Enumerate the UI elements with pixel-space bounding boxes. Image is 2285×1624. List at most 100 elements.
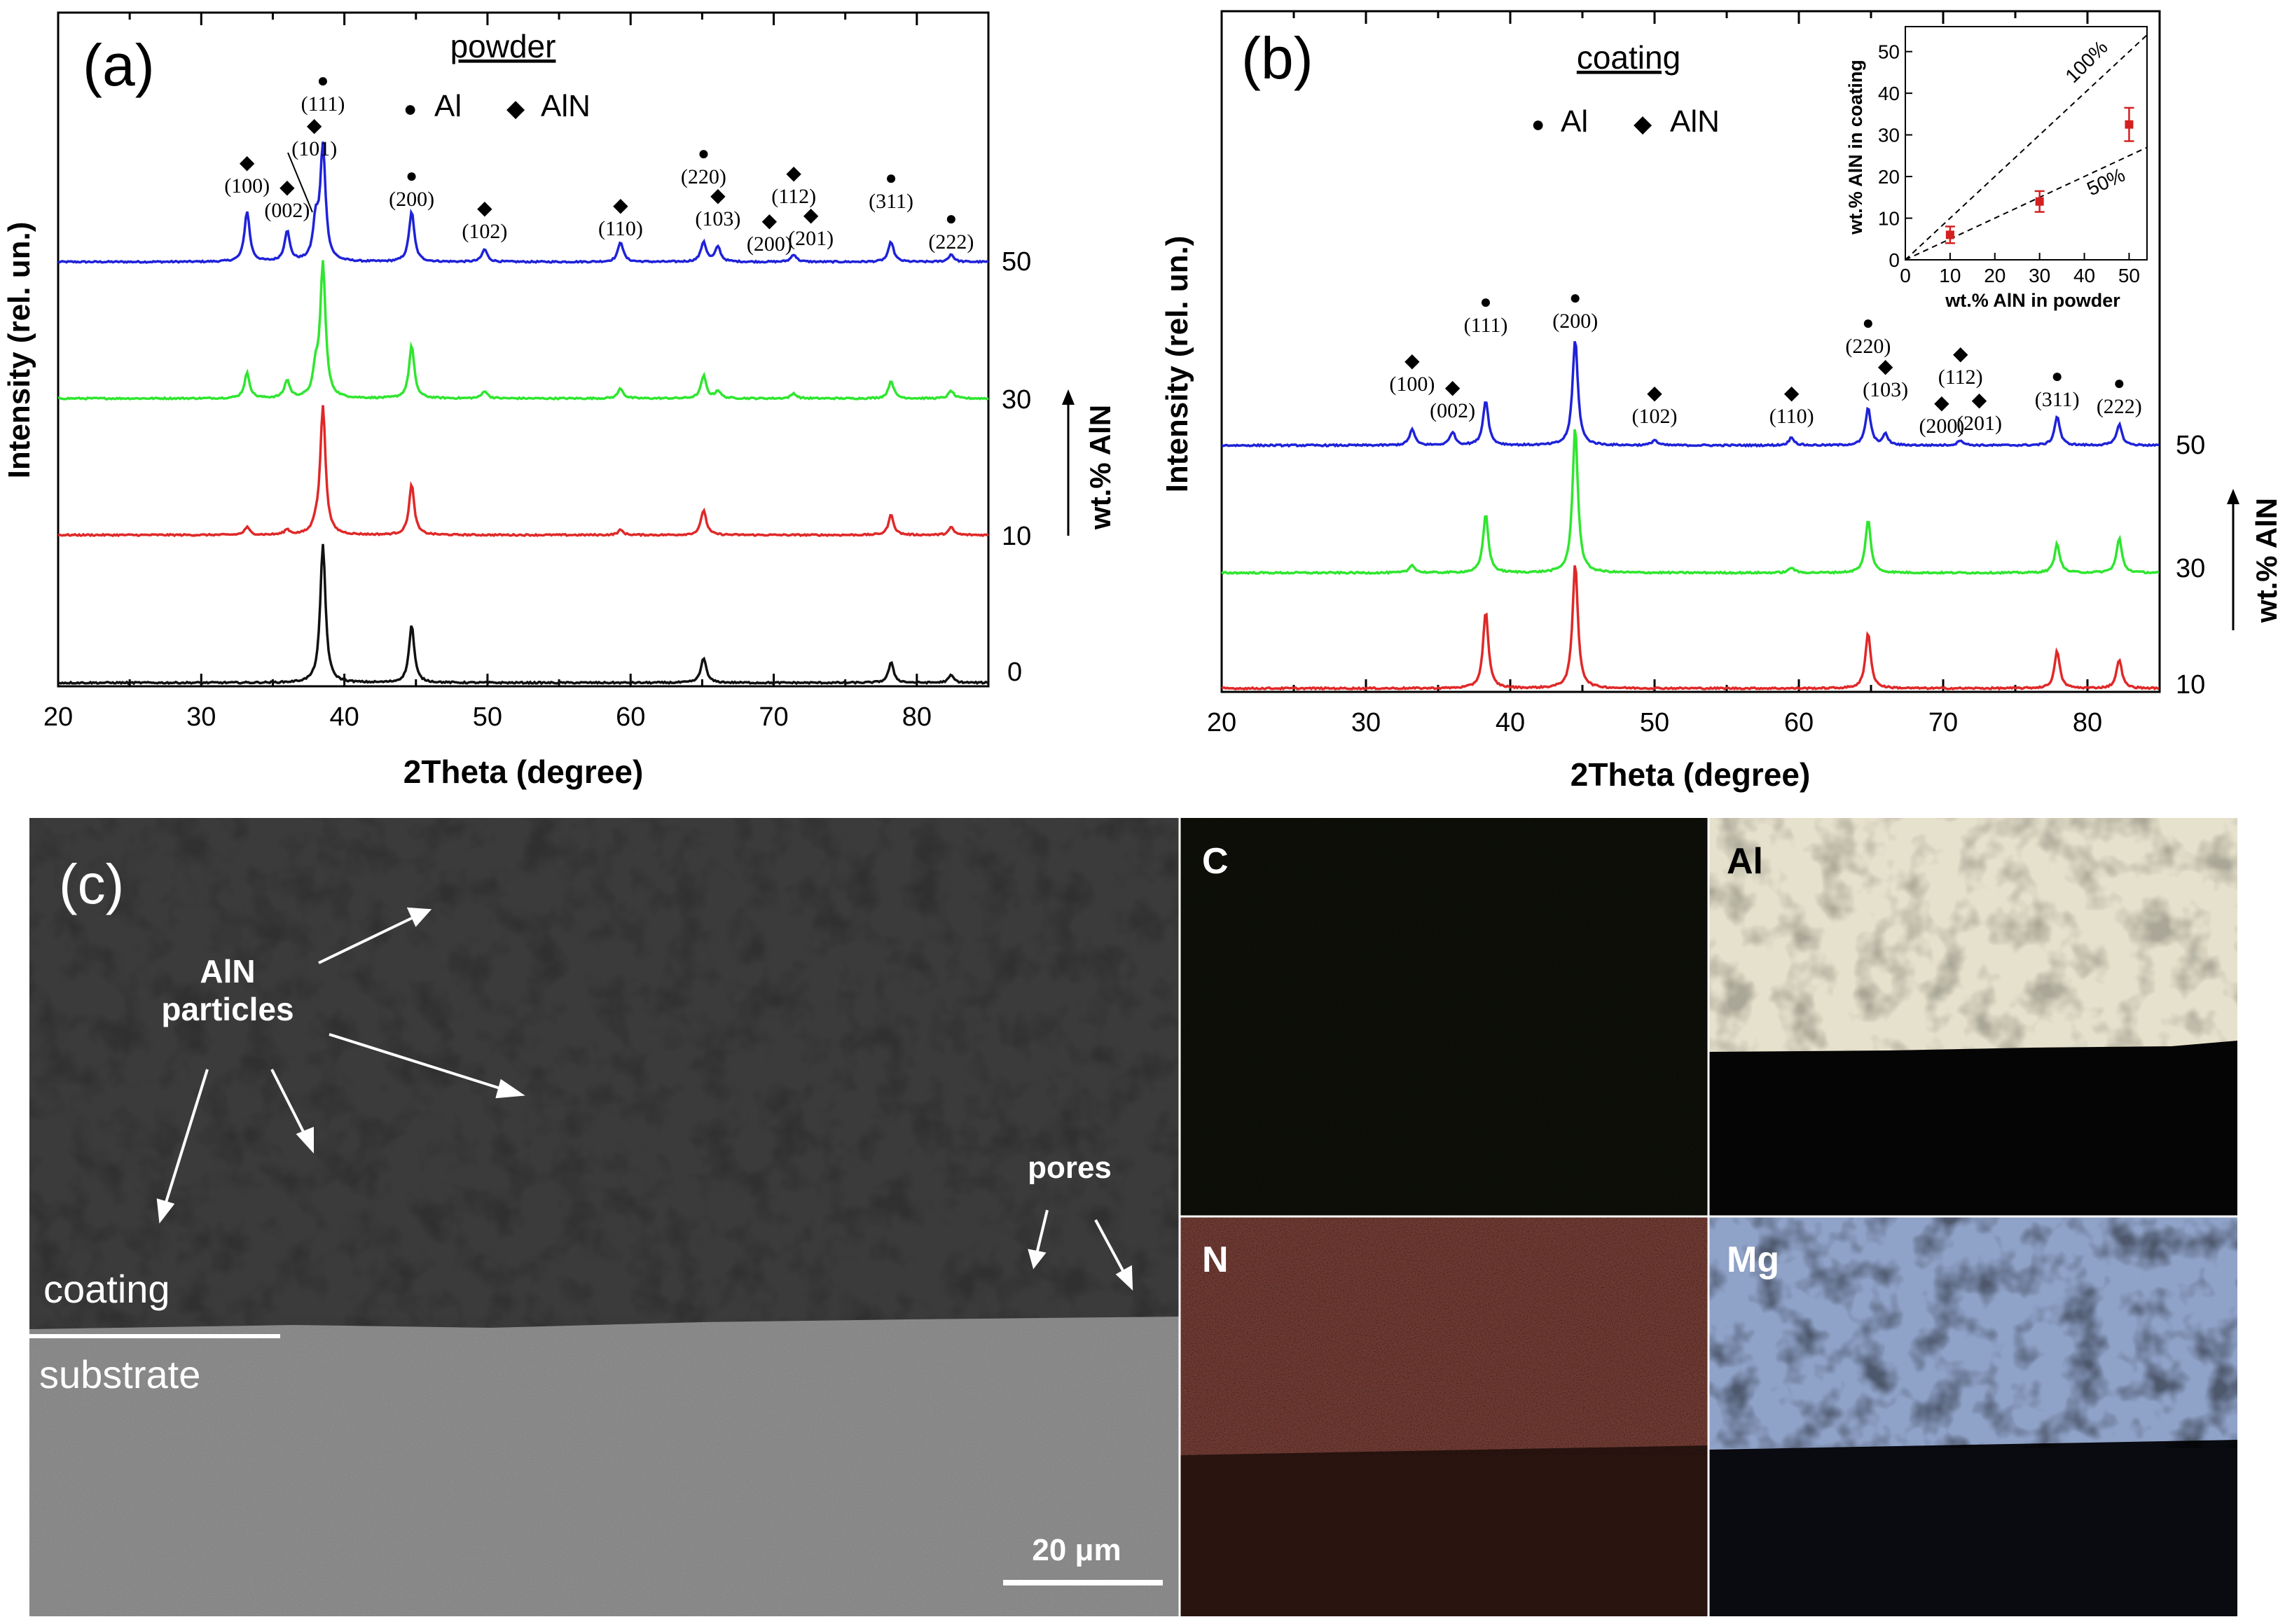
panel-b-series-label-30: 30 [2176,554,2205,583]
peak-marker-6: ◆ [613,194,628,216]
eds-map-n: N [1180,1217,1708,1616]
peak-marker-5: ◆ [1784,382,1800,403]
peak-marker-0: ◆ [1404,349,1420,371]
peak-marker-13: ● [945,207,957,229]
panel-b-y-axis-label: Intensity (rel. un.) [1160,236,1194,493]
peak-label-0: (100) [1389,373,1435,396]
peak-marker-7: ● [698,142,710,164]
panel-b-x-axis-label: 2Theta (degree) [1570,756,1811,793]
x-tick-label-50: 50 [1640,708,1669,737]
peak-label-1: (002) [1430,399,1475,422]
inset-reference-line-50 [1905,146,2148,261]
panel-a-series-label-0: 0 [1007,658,1022,687]
panel-b-x-ticks: 20 30 40 50 60 70 80 [1207,11,2161,737]
panel-b-curves [1220,340,2160,691]
inset-y-tick-label-0: 0 [1889,249,1900,271]
curve-series-30 [1220,429,2160,576]
curve-series-10 [1221,565,2160,691]
panel-a-legend-aln-symbol: ◆ [506,95,525,122]
peak-label-13: (222) [928,230,974,254]
x-tick-label-20: 20 [1207,708,1236,737]
panel-a-side-label: wt.% AlN [1084,405,1117,530]
peak-marker-10: ◆ [786,162,801,183]
peak-label-3: (111) [301,92,345,116]
x-tick-label-80: 80 [902,702,932,732]
peak-marker-2: ● [1480,291,1492,312]
arrow-2 [329,1033,505,1091]
arrow-1-head [406,907,432,927]
peak-label-9: (200) [747,233,792,256]
peak-marker-8: ◆ [710,184,726,206]
inset-x-axis-label: wt.% AlN in powder [1945,290,2120,311]
peak-label-12: (222) [2097,395,2142,418]
peak-label-10: (112) [771,185,816,208]
peak-marker-6: ● [1862,312,1874,333]
aln-particles-label-line2: particles [161,991,294,1027]
peak-marker-12: ● [2113,372,2125,394]
peak-marker-2: ◆ [307,114,322,136]
peak-label-12: (311) [869,190,913,213]
inset-point-0 [1945,230,1954,240]
eds-map-mg-label: Mg [1727,1240,1779,1280]
arrow-1 [318,916,414,964]
x-tick-label-70: 70 [759,702,788,732]
peak-marker-0: ◆ [240,151,255,173]
panel-b-title: coating [1577,39,1680,76]
pore-arrow-1 [1035,1209,1049,1254]
peak-marker-8: ◆ [1934,391,1949,413]
x-tick-label-30: 30 [1351,708,1381,737]
panel-b-legend-aln-label: AlN [1670,104,1720,139]
peak-label-2: (101) [291,137,337,160]
inset-x-tick-label-40: 40 [2073,265,2095,286]
peak-label-6: (220) [1845,335,1891,358]
panel-a-series-label-10: 10 [1002,522,1031,551]
aln-particles-label-line1: AlN [200,953,255,990]
arrow-3 [164,1069,209,1205]
panel-b-series-label-10: 10 [2176,670,2205,700]
x-tick-label-40: 40 [1496,708,1525,737]
inset-reference-lines [1905,34,2148,261]
inset-y-tick-label-20: 20 [1878,166,1900,188]
scale-bar [1003,1580,1163,1585]
arrow-4-head [296,1127,314,1154]
pores-label: pores [1028,1151,1112,1185]
panel-a-legend-aln-label: AlN [541,89,591,123]
peak-marker-12: ● [885,167,897,188]
panel-a-side-arrow-head [1062,389,1075,405]
inset-y-axis-label: wt.% AlN in coating [1845,60,1866,235]
peak-label-5: (110) [1769,405,1814,428]
arrow-4 [270,1069,307,1137]
inset-point-1 [2035,197,2044,206]
panel-b: 20 30 40 50 60 70 80 ◆(100) ◆(002)●(111)●(200)◆… [1160,10,2283,793]
x-tick-label-50: 50 [473,702,502,732]
panel-a-legend-al-symbol: ● [403,96,417,121]
coating-label: coating [43,1267,170,1311]
peak-label-4: (102) [1632,405,1678,428]
peak-marker-7: ◆ [1878,355,1893,377]
panel-a-series-label-50: 50 [1002,247,1031,277]
peak-label-9: (112) [1938,366,1983,389]
panel-a-x-ticks: 20 30 40 50 60 70 80 [43,13,990,732]
panel-a-series-label-30: 30 [1002,385,1031,415]
peak-label-10: (201) [1956,412,2002,435]
panel-a-letter: (a) [83,32,155,98]
inset-y-tick-label-40: 40 [1878,83,1900,104]
x-tick-label-70: 70 [1928,708,1958,737]
aln-particle-arrows [156,907,525,1224]
inset-y-tick-label-50: 50 [1878,41,1900,63]
panel-a-legend-al-label: Al [434,89,462,123]
panel-b-frame [1220,10,2161,693]
pore-arrow-2 [1094,1219,1126,1275]
inset-x-tick-label-0: 0 [1900,265,1911,286]
panel-b-legend-al-symbol: ● [1531,111,1545,137]
eds-map-al-label: Al [1727,841,1763,882]
peak-marker-4: ● [406,165,417,186]
peak-label-2: (111) [1464,314,1508,337]
panel-b-series-label-50: 50 [2176,431,2205,460]
eds-map-mg: Mg [1709,1217,2237,1616]
eds-map-n-signal [1180,1217,1708,1455]
eds-map-al-substrate [1709,1041,2237,1216]
curve-series-10 [57,405,989,538]
peak-label-6: (110) [598,217,643,240]
